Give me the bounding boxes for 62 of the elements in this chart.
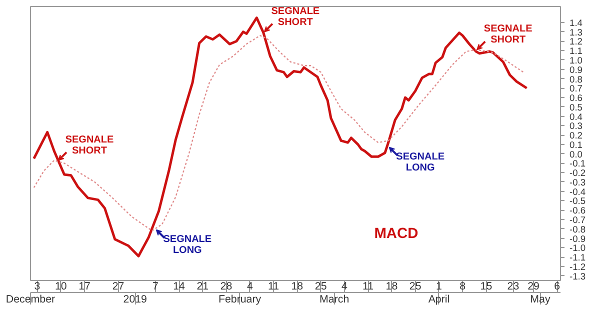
y-tick-label: -0.4 bbox=[570, 186, 586, 197]
y-tick-label: -0.5 bbox=[570, 196, 586, 206]
y-tick-label: -0.1 bbox=[570, 158, 586, 169]
y-tick-label: 0.4 bbox=[570, 112, 582, 122]
y-tick-label: -1.3 bbox=[570, 271, 586, 282]
x-tick-label: 21 bbox=[196, 280, 209, 292]
x-tick-label: 18 bbox=[386, 280, 398, 292]
annotation: SEGNALE SHORT bbox=[271, 6, 320, 28]
x-tick-label: 25 bbox=[314, 280, 327, 292]
x-tick-label: 17 bbox=[78, 280, 91, 292]
annotation: SEGNALE SHORT bbox=[484, 24, 533, 46]
y-tick-label: -0.6 bbox=[570, 206, 586, 216]
y-tick-label: -0.2 bbox=[570, 168, 586, 178]
annotation: SEGNALE SHORT bbox=[65, 134, 114, 156]
x2-tick-label: 2019 bbox=[123, 294, 148, 306]
x-tick-label: 11 bbox=[268, 280, 280, 292]
y-tick-label: 0.9 bbox=[570, 64, 582, 75]
x-tick-label: 18 bbox=[291, 280, 304, 292]
y-tick-label: 1.1 bbox=[570, 46, 582, 56]
y-tick-label: -0.7 bbox=[570, 215, 586, 226]
x2-tick-label: May bbox=[530, 294, 551, 306]
x2-tick-label: April bbox=[428, 294, 450, 306]
x-tick-label: 27 bbox=[112, 280, 124, 292]
x-tick-label: 7 bbox=[152, 280, 158, 292]
y-tick-label: -0.3 bbox=[570, 177, 586, 188]
x-tick-label: 6 bbox=[554, 280, 560, 292]
y-tick-label: -1.2 bbox=[570, 262, 586, 272]
x-tick-label: 4 bbox=[341, 280, 348, 292]
x-tick-label: 11 bbox=[362, 280, 374, 292]
y-tick-label: 0.2 bbox=[570, 130, 582, 141]
y-tick-label: 1.0 bbox=[570, 55, 582, 66]
x-tick-label: 1 bbox=[436, 280, 442, 292]
x2-tick-label: December bbox=[6, 294, 56, 306]
text: MACD bbox=[374, 226, 418, 242]
y-tick-label: 0.5 bbox=[570, 102, 582, 112]
y-tick-label: -1.1 bbox=[570, 252, 586, 263]
x-tick-label: 28 bbox=[220, 280, 232, 292]
x-tick-label: 4 bbox=[246, 280, 253, 292]
x-tick-label: 29 bbox=[528, 280, 540, 292]
x2-tick-label: March bbox=[320, 294, 350, 306]
annotation: SEGNALE LONG bbox=[163, 234, 212, 256]
y-tick-label: 1.2 bbox=[570, 36, 582, 47]
x-tick-label: 25 bbox=[409, 280, 422, 292]
y-tick-label: 0.6 bbox=[570, 93, 582, 104]
x-tick-label: 23 bbox=[507, 280, 520, 292]
y-tick-label: -0.8 bbox=[570, 224, 586, 234]
y-tick-label: 1.4 bbox=[570, 18, 582, 28]
x-tick-label: 14 bbox=[173, 280, 186, 292]
y-tick-label: -0.9 bbox=[570, 234, 586, 244]
x-tick-label: 15 bbox=[480, 280, 492, 292]
y-tick-label: 1.3 bbox=[570, 27, 582, 38]
annotation: SEGNALE LONG bbox=[396, 151, 445, 174]
y-tick-label: 0.3 bbox=[570, 121, 582, 132]
x-tick-label: 3 bbox=[34, 280, 40, 292]
y-tick-label: 0.0 bbox=[570, 149, 582, 160]
y-tick-label: -1.0 bbox=[570, 243, 586, 254]
x2-tick-label: February bbox=[218, 294, 262, 306]
x-tick-label: 10 bbox=[54, 280, 67, 292]
y-tick-label: 0.8 bbox=[570, 74, 582, 84]
y-tick-label: 0.7 bbox=[570, 84, 582, 94]
y-tick-label: 0.1 bbox=[570, 140, 582, 150]
x-tick-label: 8 bbox=[460, 280, 466, 292]
